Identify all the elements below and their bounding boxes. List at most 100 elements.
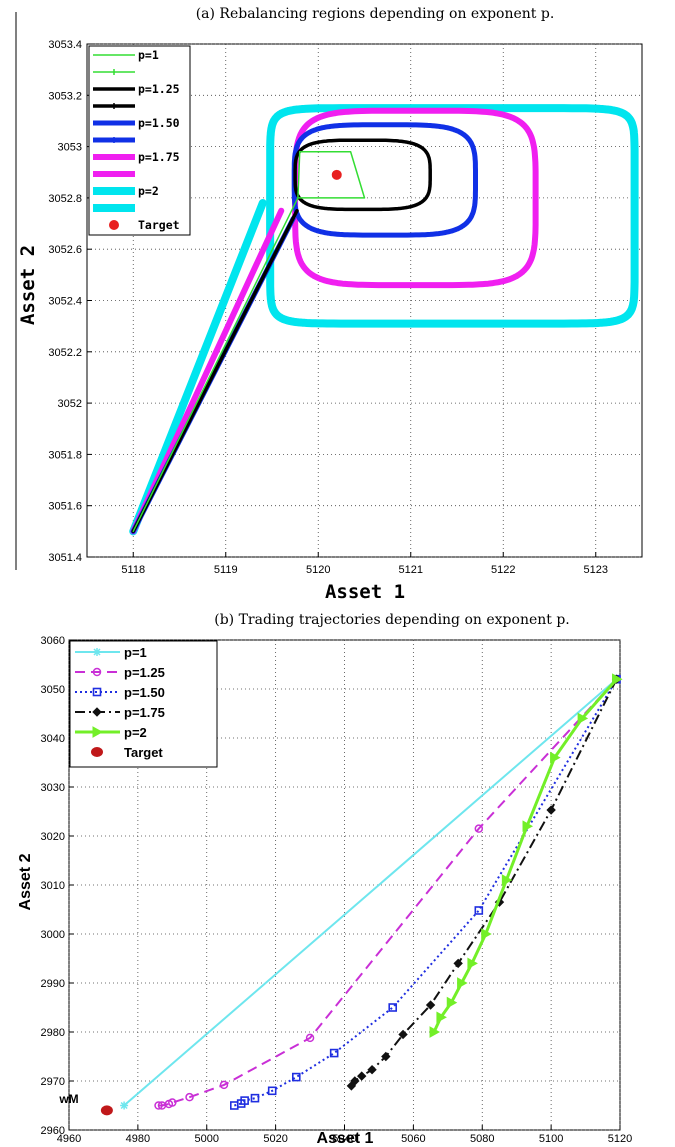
y-tick-label: 3010 xyxy=(41,880,65,892)
legend-label: p=1.75 xyxy=(138,150,180,164)
series-p-1-50-point xyxy=(240,1096,249,1105)
series-p-2-point xyxy=(481,928,492,940)
series-p-2-point xyxy=(522,820,534,833)
series-p-1-25-point xyxy=(474,824,484,833)
series-p-1-50-point xyxy=(474,906,484,915)
legend-marker xyxy=(92,667,102,677)
series-p-1-25-point xyxy=(154,1101,163,1110)
x-tick-label: 5120 xyxy=(306,564,330,576)
panel-a: (a) Rebalancing regions depending on exp… xyxy=(15,6,643,603)
target-point xyxy=(331,169,342,180)
y-tick-label: 3053.2 xyxy=(48,90,82,102)
series-p-1-50-point xyxy=(291,1072,301,1082)
y-tick-label: 3052.4 xyxy=(48,296,82,308)
legend-marker xyxy=(92,687,102,697)
y-tick-label: 3051.4 xyxy=(48,552,82,564)
x-tick-label: 5118 xyxy=(121,564,145,576)
series-p-1-region xyxy=(297,150,366,199)
series-p-1-25-point xyxy=(185,1092,194,1102)
legend-label: Target xyxy=(138,218,180,232)
panel-a-ylabel: Asset 2 xyxy=(17,245,39,325)
y-tick-label: 3040 xyxy=(41,733,65,745)
series-p-1-25-point xyxy=(168,1098,177,1107)
legend-target-marker xyxy=(91,747,103,757)
panel-a-legend: p=1 p=1.25 p=1.50 p=1.75 p=2 Target xyxy=(88,45,191,236)
legend-label: p=1.50 xyxy=(124,685,165,700)
legend-target-marker xyxy=(109,220,119,230)
series-p-2-point xyxy=(457,977,468,989)
y-tick-label: 3020 xyxy=(41,831,65,843)
x-tick-label: 5100 xyxy=(539,1133,563,1145)
y-tick-label: 3060 xyxy=(41,635,65,647)
panel-b-xlabel: Asset 1 xyxy=(317,1130,374,1147)
legend-label: p=1 xyxy=(124,645,147,660)
panel-b-series xyxy=(100,673,623,1116)
series-p-1-line xyxy=(123,678,618,1107)
y-tick-label: 3052.8 xyxy=(48,193,82,205)
y-tick-label: 3052.6 xyxy=(48,244,82,256)
x-tick-label: 5060 xyxy=(401,1133,425,1145)
series-p-1-25-line xyxy=(158,678,618,1107)
y-tick-label: 3052.2 xyxy=(48,347,82,359)
legend-label: p=2 xyxy=(124,725,147,740)
series-p-1-75-point xyxy=(357,1071,367,1081)
x-tick-label: 5040 xyxy=(332,1133,356,1145)
series-p-1-75-point xyxy=(381,1051,391,1062)
series-p-2-point xyxy=(446,996,458,1009)
series-p-1-75-point xyxy=(425,1000,436,1010)
x-tick-label: 5123 xyxy=(584,564,608,576)
y-tick-label: 3051.8 xyxy=(48,449,82,461)
x-tick-label: 5020 xyxy=(263,1133,287,1145)
panel-b-legend-box xyxy=(69,640,218,768)
legend-marker xyxy=(92,726,104,738)
series-p-1-75-point xyxy=(453,958,463,969)
x-tick-label: 5120 xyxy=(608,1133,632,1145)
legend-label: p=1 xyxy=(138,48,159,62)
panel-b-ylabel: Asset 2 xyxy=(17,853,34,910)
legend-label: p=1.50 xyxy=(138,116,180,130)
x-tick-label: 4960 xyxy=(57,1133,81,1145)
panel-b-legend: p=1 p=1.25 p=1.50 p=1.75 p=2 Target xyxy=(69,640,218,768)
series-p-2-point xyxy=(467,957,478,970)
series-p-2-point xyxy=(436,1011,447,1024)
series-p-1-50-point xyxy=(250,1093,260,1103)
x-tick-label: 5122 xyxy=(491,564,515,576)
panel-a-series xyxy=(129,104,639,536)
legend-label: Target xyxy=(124,745,163,760)
y-tick-label: 2980 xyxy=(41,1027,65,1039)
y-tick-label: 3053.4 xyxy=(48,39,82,51)
legend-marker xyxy=(93,648,101,656)
legend-label: p=2 xyxy=(138,184,159,198)
series-p-2-point xyxy=(550,751,561,764)
y-tick-label: 3053 xyxy=(58,142,82,154)
series-p-2-point xyxy=(612,673,623,686)
series-p-1-25-point xyxy=(219,1080,229,1090)
y-tick-label: 3051.6 xyxy=(48,501,82,513)
series-p-1-75-point xyxy=(367,1065,377,1075)
legend-marker xyxy=(92,707,102,717)
y-tick-label: 2990 xyxy=(41,978,65,990)
panel-b-caption: (b) Trading trajectories depending on ex… xyxy=(214,612,570,628)
legend-label: p=1.25 xyxy=(124,665,165,680)
y-tick-label: 2960 xyxy=(41,1125,65,1137)
series-p-1-point xyxy=(120,1101,129,1110)
series-p-1-75-point xyxy=(350,1076,360,1086)
y-tick-label: 3030 xyxy=(41,782,65,794)
y-tick-label: 2970 xyxy=(41,1076,65,1088)
series-p-2-point xyxy=(577,712,589,725)
y-tick-label: 3050 xyxy=(41,684,65,696)
panel-a-caption: (a) Rebalancing regions depending on exp… xyxy=(196,6,555,22)
series-p-1-trajectory xyxy=(132,197,299,533)
series-p-1-50-point xyxy=(388,1003,398,1012)
x-tick-label: 5080 xyxy=(470,1133,494,1145)
legend-label: p=1.25 xyxy=(138,82,180,96)
series-p-1-25-region xyxy=(293,138,432,212)
panel-a-xlabel: Asset 1 xyxy=(325,581,405,603)
y-tick-label: 3052 xyxy=(58,398,82,410)
legend-label: p=1.75 xyxy=(124,705,165,720)
series-p-2-point xyxy=(429,1026,441,1038)
series-p-1-50-point xyxy=(329,1048,339,1058)
x-tick-label: 5119 xyxy=(214,564,238,576)
panel-b: (b) Trading trajectories depending on ex… xyxy=(17,612,632,1147)
